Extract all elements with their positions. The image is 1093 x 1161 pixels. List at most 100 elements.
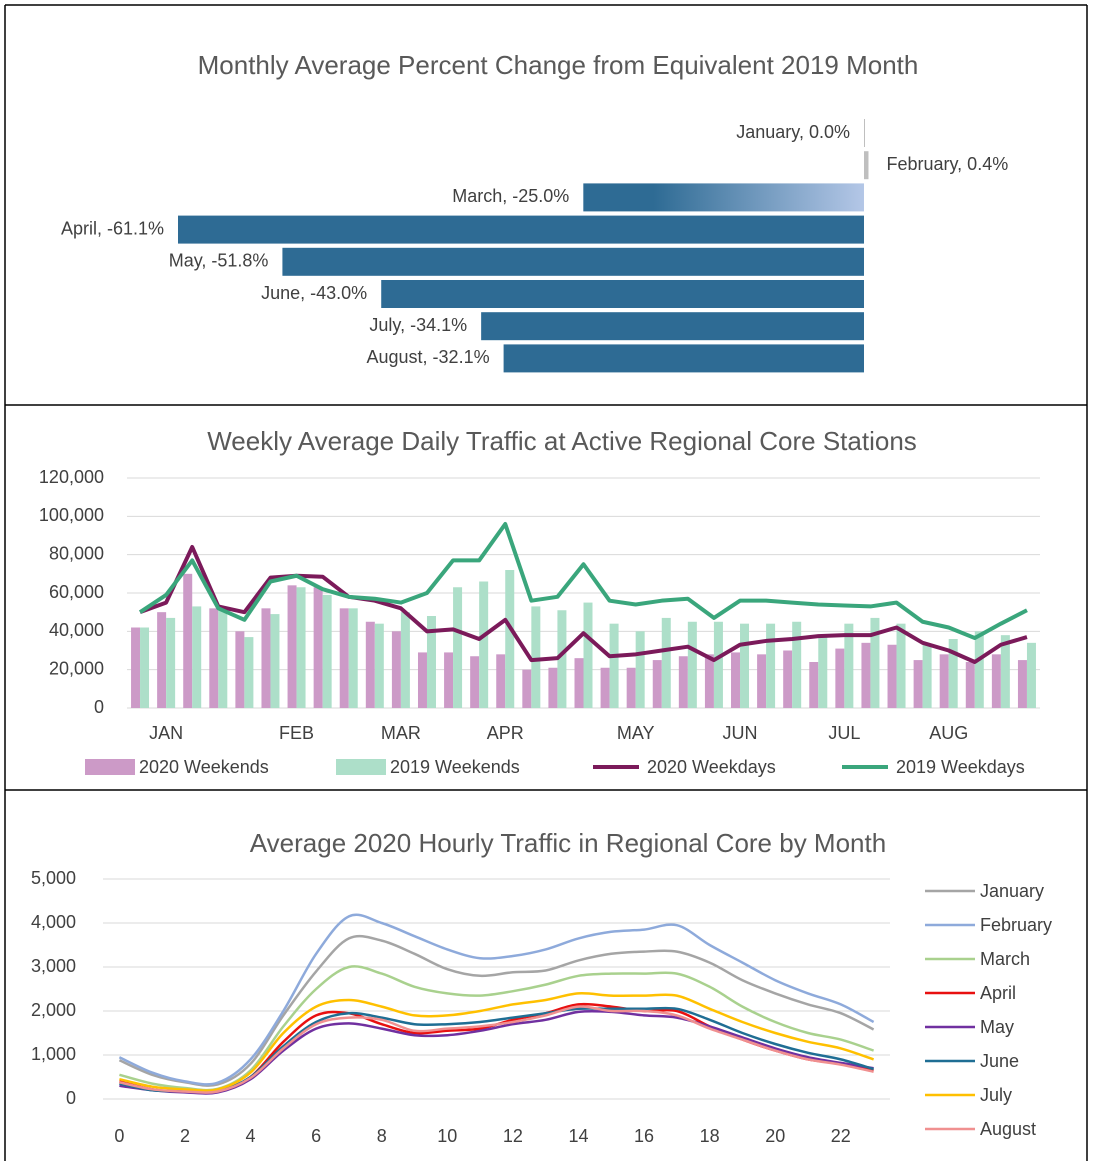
line-series	[119, 965, 875, 1092]
bar	[583, 602, 593, 708]
legend-label: April	[980, 983, 1016, 1003]
bar	[687, 621, 697, 708]
bar	[261, 608, 271, 708]
bar	[131, 627, 141, 708]
x-tick-label: JUL	[828, 723, 860, 743]
bar	[244, 637, 254, 708]
bar	[531, 606, 541, 708]
bar	[192, 606, 202, 708]
y-tick-label: 0	[94, 697, 104, 717]
bar	[913, 660, 923, 708]
bar	[870, 617, 880, 708]
bar	[740, 623, 750, 708]
bar	[282, 247, 864, 276]
data-label: July, -34.1%	[369, 315, 467, 335]
y-tick-label: 120,000	[39, 467, 104, 487]
x-tick-label: 4	[246, 1126, 256, 1146]
bar	[391, 631, 401, 708]
bar	[600, 667, 610, 708]
bar	[974, 631, 984, 708]
legend-label: February	[980, 915, 1052, 935]
legend-label: March	[980, 949, 1030, 969]
bar	[209, 608, 219, 708]
bar	[183, 573, 193, 708]
x-tick-label: 18	[700, 1126, 720, 1146]
legend-label: 2020 Weekdays	[647, 757, 776, 777]
bar	[583, 183, 864, 212]
y-tick-label: 3,000	[31, 956, 76, 976]
bar	[1000, 635, 1010, 708]
x-tick-label: MAY	[617, 723, 655, 743]
bar	[844, 623, 854, 708]
data-label: February, 0.4%	[886, 154, 1008, 174]
y-tick-label: 40,000	[49, 620, 104, 640]
data-label: August, -32.1%	[367, 347, 490, 367]
bar	[296, 587, 306, 708]
bar	[496, 654, 506, 708]
bar	[1026, 642, 1036, 708]
bar	[503, 344, 864, 373]
bar	[965, 662, 975, 708]
bar	[400, 612, 410, 708]
line-series	[138, 522, 1028, 641]
legend-label: July	[980, 1085, 1012, 1105]
data-label: April, -61.1%	[61, 218, 164, 238]
data-label: January, 0.0%	[736, 122, 850, 142]
bar	[922, 644, 932, 708]
chart-title: Weekly Average Daily Traffic at Active R…	[207, 426, 917, 456]
bar	[178, 215, 864, 244]
bar	[365, 621, 375, 708]
bar	[166, 617, 176, 708]
data-label: March, -25.0%	[452, 186, 569, 206]
bar	[574, 658, 584, 708]
bar	[635, 631, 645, 708]
bar	[887, 644, 897, 708]
legend-swatch	[85, 759, 135, 775]
x-tick-label: FEB	[279, 723, 314, 743]
x-tick-label: 8	[377, 1126, 387, 1146]
bar	[235, 631, 245, 708]
x-tick-label: MAR	[381, 723, 421, 743]
bar	[505, 570, 515, 708]
bar	[818, 635, 828, 708]
x-tick-label: 12	[503, 1126, 523, 1146]
bar	[381, 280, 864, 308]
y-tick-label: 20,000	[49, 658, 104, 678]
legend-label: 2020 Weekends	[139, 757, 269, 777]
y-tick-label: 60,000	[49, 582, 104, 602]
bar	[626, 667, 636, 708]
bar	[218, 608, 228, 708]
legend-swatch	[336, 759, 386, 775]
bar	[470, 656, 480, 708]
bar	[313, 587, 323, 708]
y-tick-label: 5,000	[31, 868, 76, 888]
bar	[704, 654, 714, 708]
x-tick-label: 20	[765, 1126, 785, 1146]
legend-label: May	[980, 1017, 1014, 1037]
legend-label: 2019 Weekends	[390, 757, 520, 777]
line-series	[119, 992, 875, 1092]
bar	[339, 608, 349, 708]
x-tick-label: AUG	[929, 723, 968, 743]
bar	[1017, 660, 1027, 708]
bar	[348, 608, 358, 708]
legend-label: 2019 Weekdays	[896, 757, 1025, 777]
bar	[374, 623, 384, 708]
x-tick-label: JUN	[723, 723, 758, 743]
bar	[861, 642, 871, 708]
bar	[444, 652, 454, 708]
bar	[417, 652, 427, 708]
bar	[713, 621, 723, 708]
line-series	[118, 934, 875, 1087]
bar	[481, 312, 864, 341]
legend-label: August	[980, 1119, 1036, 1139]
bar	[991, 654, 1001, 708]
data-label: June, -43.0%	[261, 283, 367, 303]
bar	[522, 669, 532, 708]
bar	[479, 581, 489, 708]
y-tick-label: 2,000	[31, 1000, 76, 1020]
y-tick-label: 100,000	[39, 505, 104, 525]
bar	[609, 623, 619, 708]
data-label: May, -51.8%	[169, 251, 269, 271]
